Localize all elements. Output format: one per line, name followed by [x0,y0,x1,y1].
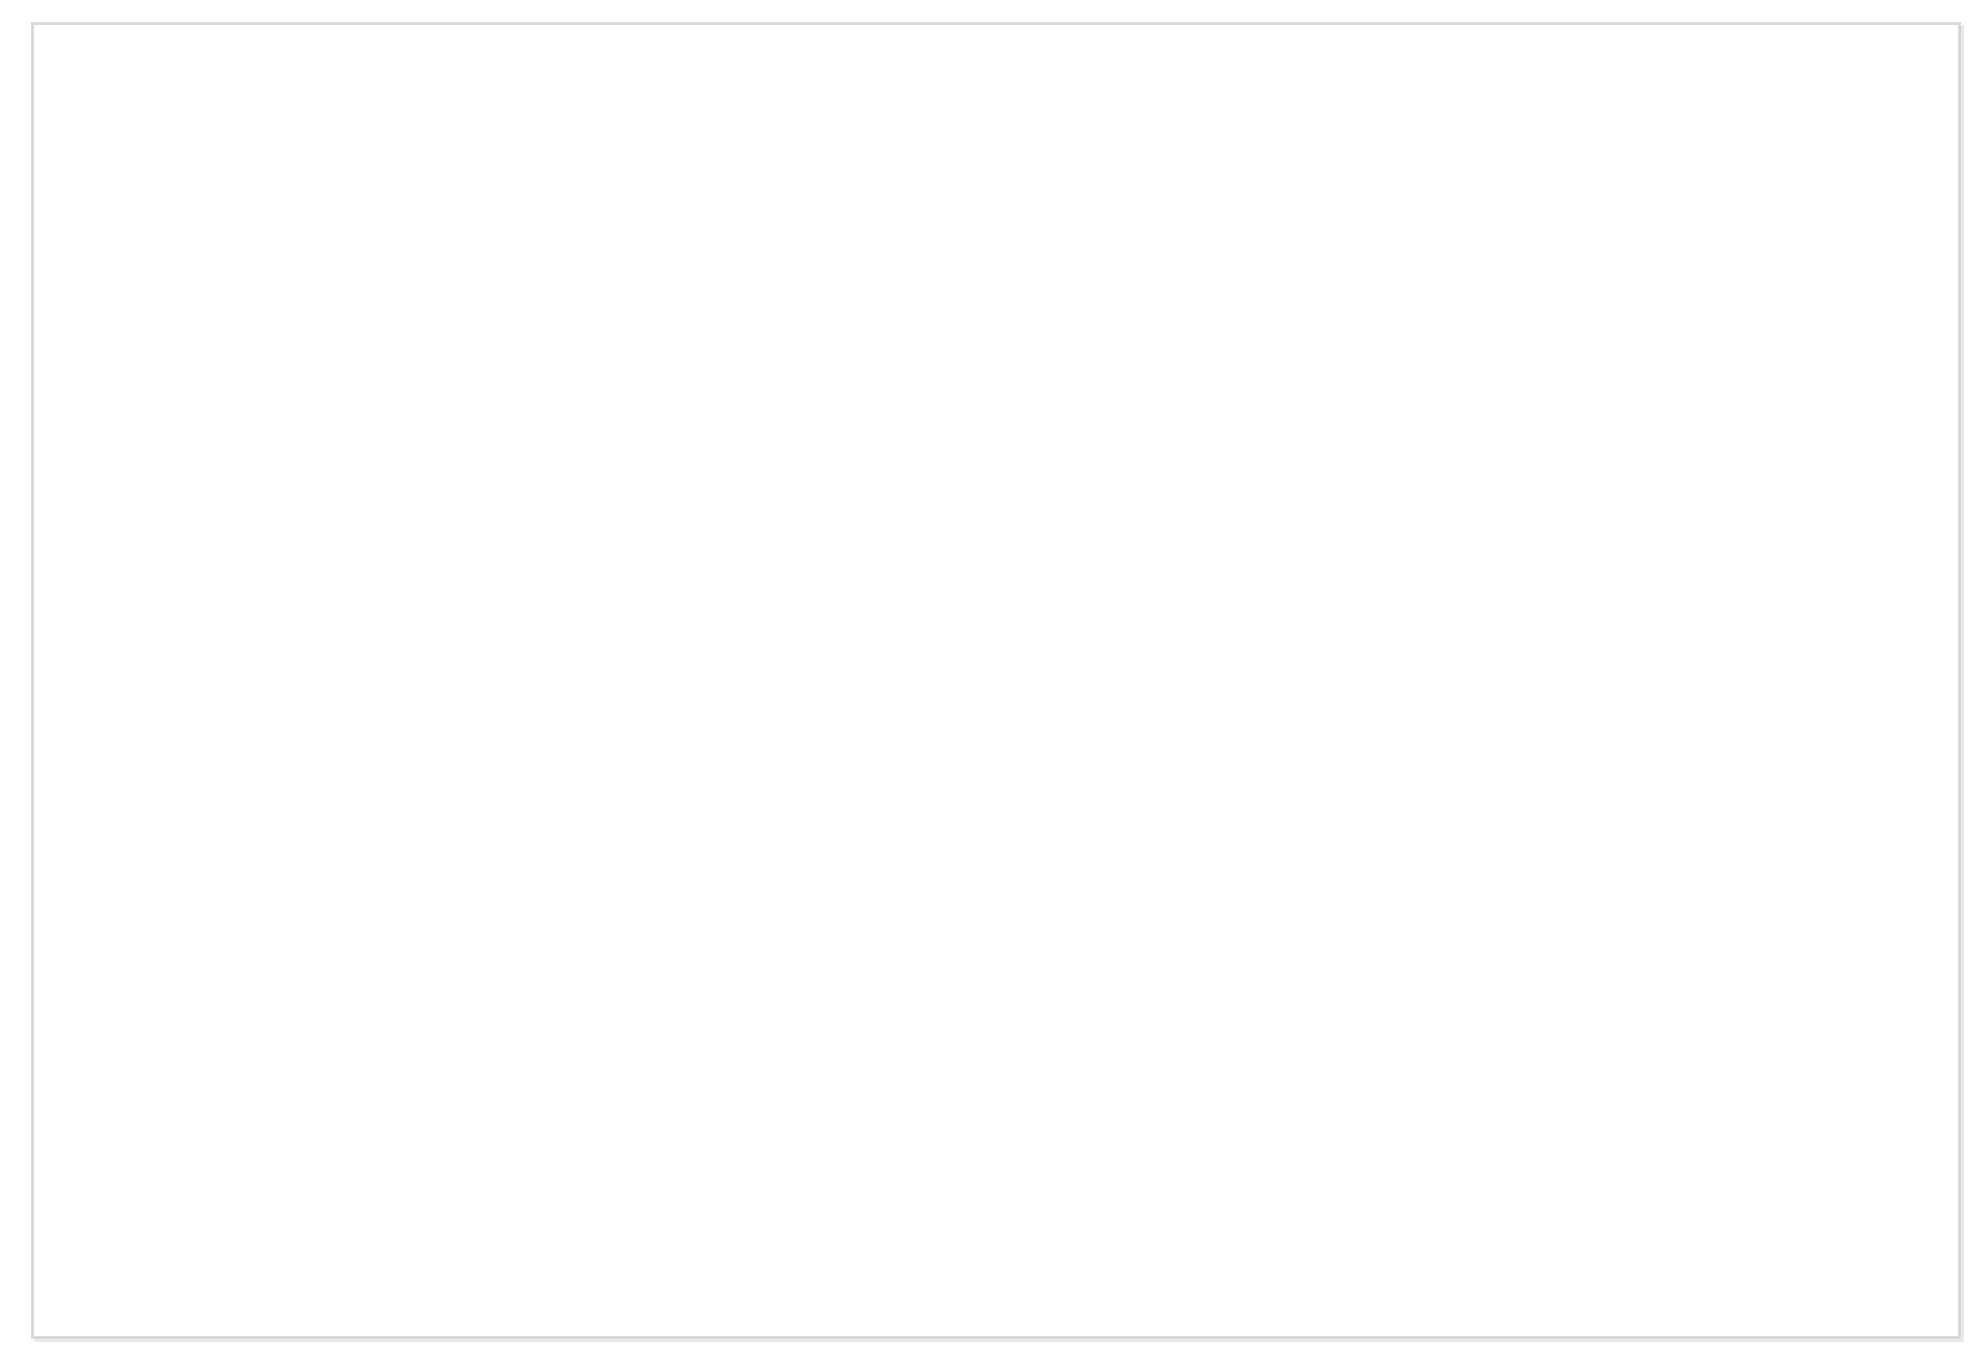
figure-border [31,22,1961,1339]
